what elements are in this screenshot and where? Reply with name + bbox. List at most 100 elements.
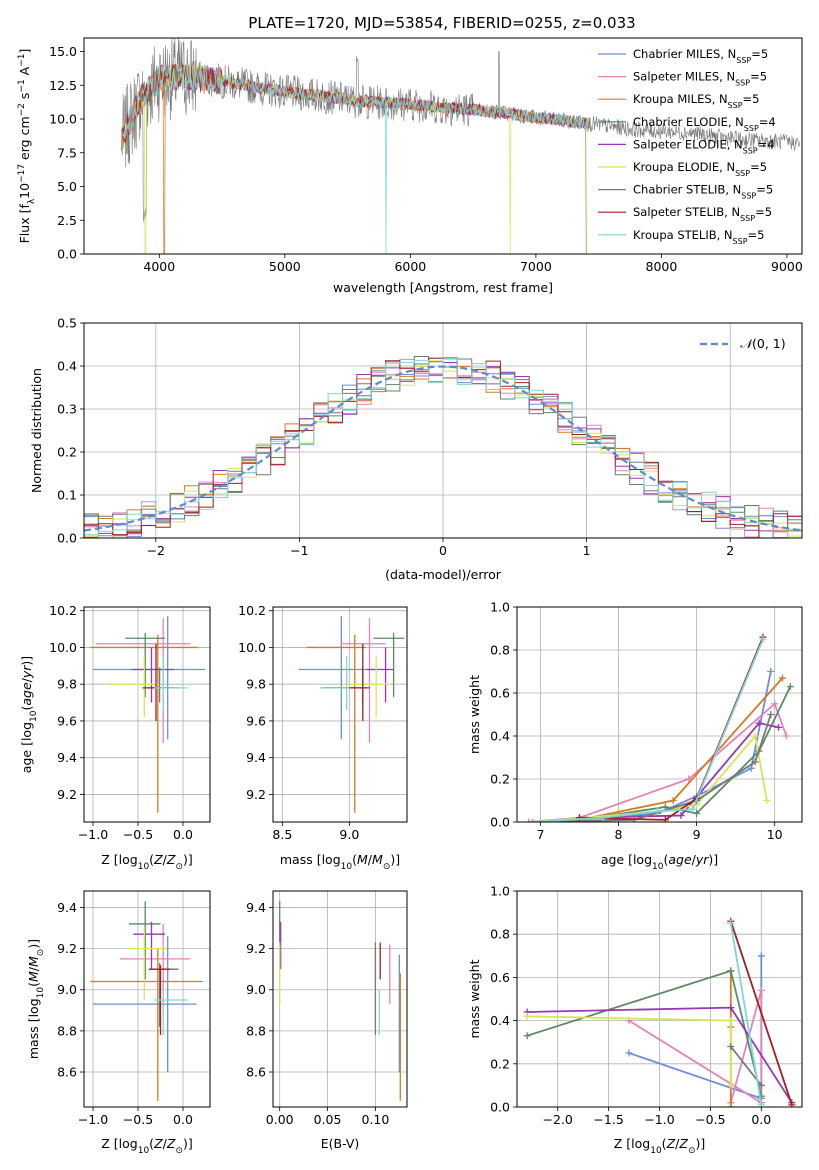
label-part: Z xyxy=(666,1136,676,1151)
y-tick-label: 15.0 xyxy=(49,44,77,59)
x-tick-label: −0.5 xyxy=(695,1112,725,1127)
y-tick-label: 10.2 xyxy=(238,603,266,618)
x-tick-label: −1.5 xyxy=(593,1112,623,1127)
weight-marker xyxy=(747,764,755,772)
label-part: / xyxy=(675,1136,680,1151)
x-tick-label: 8 xyxy=(615,827,623,842)
label-part: yr xyxy=(19,665,34,679)
label-part: M xyxy=(26,971,41,982)
label-part: −17 xyxy=(17,164,27,183)
label-part: M xyxy=(372,852,383,867)
x-tick-label: 8.5 xyxy=(272,827,292,842)
weight-marker xyxy=(599,814,607,822)
weight-marker xyxy=(727,967,735,975)
label-part: )] xyxy=(183,852,193,867)
y-tick-label: 0.0 xyxy=(57,531,77,546)
x-tick-label: 9 xyxy=(693,827,701,842)
weight-marker xyxy=(771,700,779,708)
label-part: ⊙ xyxy=(36,949,46,957)
weight-marker xyxy=(778,674,786,682)
legend-label-tail: =4 xyxy=(759,115,776,129)
label-part: )] xyxy=(390,852,400,867)
weight-line xyxy=(532,671,772,822)
label-part: Z xyxy=(166,1136,176,1151)
y-tick-label: 7.5 xyxy=(57,145,77,160)
legend-label: 𝒩(0, 1) xyxy=(740,336,786,351)
axes-frame xyxy=(516,606,803,823)
legend-label-args: (0, 1) xyxy=(752,336,786,351)
panel-spectrum: 4000 5000 6000 7000 8000 9000 0.0 2.5 5.0 7.5 10.0… xyxy=(17,37,803,295)
y-tick-label: 9.2 xyxy=(57,941,77,956)
legend-label: Kroupa MILES, NSSP=5 xyxy=(633,92,759,110)
x-tick-label: 9.0 xyxy=(339,827,359,842)
label-part: age xyxy=(19,682,34,706)
weight-line xyxy=(526,969,763,1097)
legend-label-sub: SSP xyxy=(740,214,755,223)
x-tick-label: −1 xyxy=(290,543,308,558)
weight-marker xyxy=(727,1004,735,1012)
y-tick-label: 10.0 xyxy=(49,112,77,127)
y-axis-label: mass weight xyxy=(467,959,482,1038)
label-part: ( xyxy=(663,852,668,867)
x-tick-label: 9000 xyxy=(771,259,803,274)
label-part: Z [log xyxy=(614,1136,650,1151)
y-tick-label: 0.4 xyxy=(490,729,510,744)
plot-area xyxy=(279,901,401,1101)
weight-marker xyxy=(767,668,775,675)
x-tick-label: −2 xyxy=(147,543,165,558)
legend-label-sub: SSP xyxy=(743,146,758,155)
x-tick-label: −1.0 xyxy=(644,1112,674,1127)
legend-label-sub: SSP xyxy=(736,56,751,65)
weight-marker xyxy=(523,1012,531,1020)
y-tick-label: 0.2 xyxy=(57,445,77,460)
weight-marker xyxy=(661,816,669,822)
label-part: ] xyxy=(17,49,32,54)
y-tick-label: 9.6 xyxy=(246,713,266,728)
legend-label: Chabrier MILES, NSSP=5 xyxy=(633,47,768,65)
y-tick-label: 9.6 xyxy=(57,713,77,728)
label-part: Z xyxy=(153,852,163,867)
label-part: −1 xyxy=(17,54,27,67)
x-tick-label: 6000 xyxy=(394,259,426,274)
y-axis-label: Flux [fλ10−17 erg cm−2 s−1 A−1] xyxy=(17,49,37,244)
panel-mass-vs-EBV: 0.00 0.05 0.10 8.6 8.8 9.0 9.2 9.4 E(B-V) xyxy=(246,890,408,1151)
weight-marker xyxy=(677,812,685,820)
legend-label-tail: =5 xyxy=(750,70,767,84)
label-part: yr xyxy=(695,852,709,867)
y-tick-label: 10.0 xyxy=(49,640,77,655)
y-tick-label: 0.5 xyxy=(57,316,77,331)
x-tick-label: 4000 xyxy=(143,259,175,274)
legend-label-sub: SSP xyxy=(744,123,759,132)
legend-label-base: Chabrier ELODIE, N xyxy=(633,115,744,129)
x-tick-label: 0.0 xyxy=(173,827,193,842)
label-part: )] xyxy=(26,939,41,949)
y-tick-label: 0.4 xyxy=(490,1013,510,1028)
panel-age-vs-Z: −1.0 −0.5 0.09.29.49.69.810.010.2Z [log10(… xyxy=(19,603,211,872)
label-part: Z [log xyxy=(101,852,137,867)
label-part: )] xyxy=(183,1136,193,1151)
weight-marker xyxy=(727,1017,735,1025)
weight-marker xyxy=(751,732,759,740)
histogram-step-line xyxy=(84,358,802,538)
label-part: ⊙ xyxy=(383,862,391,872)
y-tick-label: 0.6 xyxy=(490,970,510,985)
x-tick-label: 10 xyxy=(767,827,783,842)
label-part: −2 xyxy=(17,103,27,116)
y-tick-label: 12.5 xyxy=(49,78,77,93)
legend-label-tail: =5 xyxy=(751,47,768,61)
plot-area xyxy=(90,616,206,813)
x-tick-label: −0.5 xyxy=(123,827,153,842)
legend-label-sub: SSP xyxy=(735,169,750,178)
weight-marker xyxy=(727,1081,735,1089)
label-part: ⊙ xyxy=(175,862,183,872)
legend-label-base: Chabrier STELIB, N xyxy=(633,183,741,197)
label-part: s xyxy=(17,93,32,104)
y-tick-label: 1.0 xyxy=(490,600,510,615)
legend-label: Salpeter ELODIE, NSSP=4 xyxy=(633,137,775,155)
weight-line xyxy=(579,636,764,821)
panel-mass-vs-Z: −1.0 −0.5 0.08.68.89.09.29.4Z [log10(Z/Z⊙)… xyxy=(26,890,211,1156)
label-part: Z xyxy=(166,852,176,867)
y-axis-label: Normed distribution xyxy=(29,368,44,493)
label-part: / xyxy=(19,677,34,682)
